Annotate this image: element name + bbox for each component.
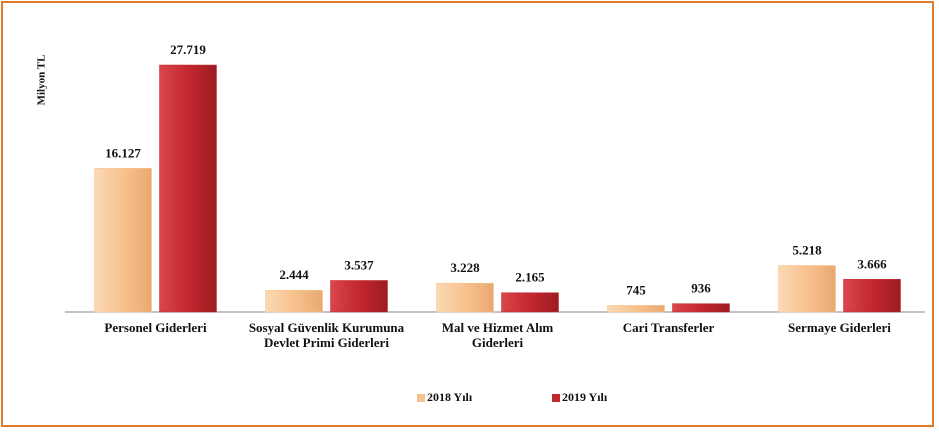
bar	[778, 265, 836, 313]
x-tick-label: Personel Giderleri	[104, 320, 207, 335]
bar	[843, 279, 901, 313]
bar	[330, 280, 388, 313]
legend-label: 2019 Yılı	[562, 390, 608, 404]
x-tick-label: Cari Transferler	[622, 320, 715, 335]
bar	[159, 64, 217, 313]
bar	[94, 168, 152, 313]
legend-swatch	[552, 394, 560, 402]
bar	[436, 282, 494, 313]
data-label: 3.537	[344, 257, 374, 272]
data-label: 745	[626, 282, 646, 297]
bar	[501, 292, 559, 313]
data-label: 5.218	[792, 242, 822, 257]
data-label: 936	[691, 281, 711, 296]
bar	[265, 289, 323, 313]
data-label: 27.719	[170, 42, 206, 57]
x-tick-label: Sermaye Giderleri	[788, 320, 891, 335]
bar	[607, 305, 665, 313]
x-tick-label: Sosyal Güvenlik Kurumuna Devlet Primi Gi…	[248, 320, 405, 350]
legend-swatch	[417, 394, 425, 402]
data-label: 2.444	[279, 267, 309, 282]
x-tick-label: Mal ve Hizmet Alım Giderleri	[441, 320, 554, 350]
y-axis-label: Milyon TL	[36, 55, 48, 106]
data-label: 16.127	[105, 145, 141, 160]
bar	[672, 303, 730, 313]
frame	[1, 1, 934, 427]
legend-label: 2018 Yılı	[427, 390, 473, 404]
data-label: 3.228	[450, 260, 480, 275]
data-label: 2.165	[515, 270, 545, 285]
data-label: 3.666	[857, 256, 887, 271]
